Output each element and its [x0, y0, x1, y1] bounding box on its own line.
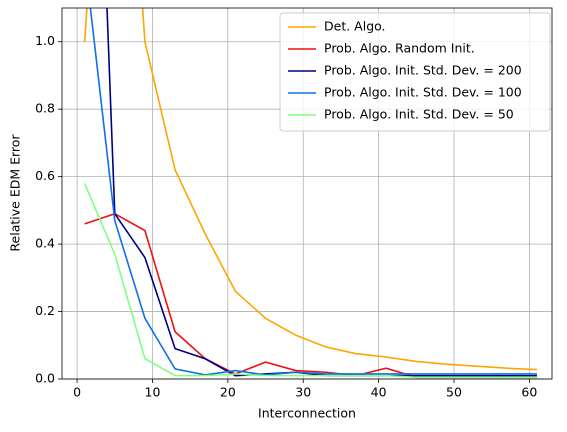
- series-line: [106, 8, 537, 377]
- legend-label: Prob. Algo. Random Init.: [324, 41, 475, 56]
- x-tick-label: 10: [145, 385, 161, 400]
- legend-label: Prob. Algo. Init. Std. Dev. = 100: [324, 85, 522, 100]
- y-tick-label: 0.4: [35, 236, 55, 251]
- x-tick-label: 60: [521, 385, 537, 400]
- x-tick-label: 30: [295, 385, 311, 400]
- legend-label: Det. Algo.: [324, 19, 386, 34]
- y-tick-label: 0.8: [35, 101, 55, 116]
- series-line: [83, 8, 537, 371]
- series-line: [83, 183, 537, 379]
- y-axis-label: Relative EDM Error: [8, 134, 23, 252]
- x-tick-label: 0: [73, 385, 81, 400]
- y-tick-label: 1.0: [35, 33, 55, 48]
- legend-label: Prob. Algo. Init. Std. Dev. = 200: [324, 63, 522, 78]
- legend-label: Prob. Algo. Init. Std. Dev. = 50: [324, 107, 514, 122]
- x-tick-label: 40: [371, 385, 387, 400]
- x-tick-label: 50: [446, 385, 462, 400]
- x-tick-label: 20: [220, 385, 236, 400]
- y-tick-label: 0.0: [35, 371, 55, 386]
- y-tick-label: 0.2: [35, 303, 55, 318]
- series-line: [89, 8, 537, 376]
- plot-frame: [61, 7, 553, 380]
- y-tick-label: 0.6: [35, 168, 55, 183]
- legend-box: [279, 12, 551, 132]
- x-axis-label: Interconnection: [258, 406, 356, 421]
